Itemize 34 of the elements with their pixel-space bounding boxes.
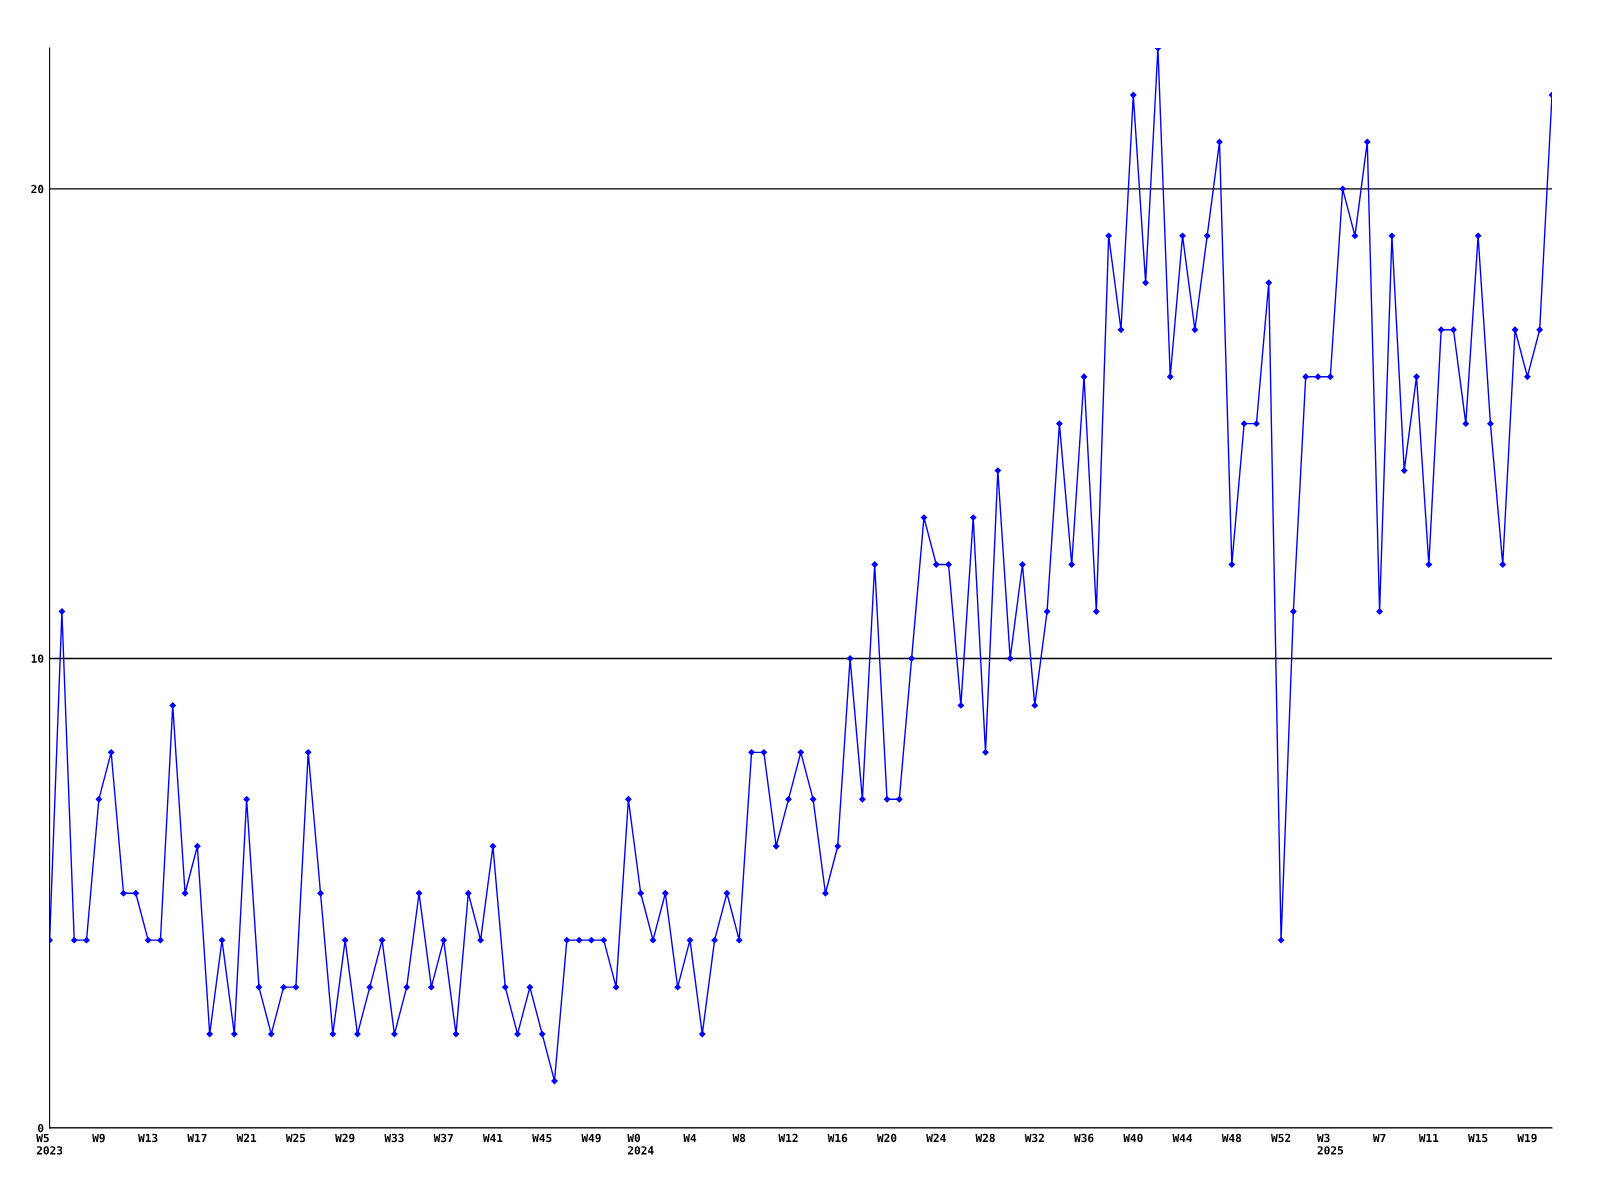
- x-tick-label: W52: [1271, 1133, 1291, 1143]
- x-tick-label: W25: [285, 1133, 306, 1143]
- x-tick-label: W13: [138, 1133, 158, 1143]
- x-tick-label: W33: [384, 1133, 404, 1143]
- x-tick-label: W40: [1123, 1133, 1143, 1143]
- y-tick-label: 20: [31, 184, 44, 194]
- x-tick-label: W8: [732, 1133, 746, 1143]
- x-tick-label: W21: [236, 1133, 257, 1142]
- x-tick-label: W37: [433, 1133, 453, 1143]
- x-tick-label: W16: [827, 1133, 848, 1143]
- x-tick-label: W48: [1221, 1133, 1242, 1143]
- y-tick-label: 0: [38, 1123, 44, 1133]
- x-tick-label: W44: [1172, 1133, 1193, 1142]
- x-tick-label: W11: [1418, 1133, 1439, 1142]
- x-tick-label: W17: [187, 1133, 207, 1142]
- x-tick-label: W28: [975, 1133, 995, 1143]
- x-tick-label: W4: [683, 1133, 697, 1142]
- x-tick-label: W0 2024: [627, 1133, 654, 1155]
- y-tick-label: 10: [31, 654, 44, 663]
- x-tick-label: W9: [92, 1133, 105, 1143]
- x-tick-label: W45: [532, 1133, 552, 1143]
- x-tick-label: W36: [1074, 1133, 1094, 1143]
- x-tick-label: W7: [1372, 1133, 1386, 1142]
- x-tick-label: W5 2023: [36, 1133, 63, 1155]
- x-tick-label: W15: [1468, 1133, 1488, 1143]
- x-tick-label: W32: [1024, 1133, 1044, 1143]
- x-tick-label: W41: [482, 1133, 503, 1142]
- x-tick-label: W29: [335, 1133, 355, 1143]
- x-tick-label: W3 2025: [1316, 1133, 1343, 1155]
- x-tick-label: W24: [926, 1133, 946, 1142]
- x-tick-label: W12: [778, 1133, 798, 1142]
- x-tick-label: W19: [1517, 1133, 1537, 1143]
- x-tick-label: W20: [876, 1133, 897, 1143]
- x-tick-label: W49: [581, 1133, 601, 1143]
